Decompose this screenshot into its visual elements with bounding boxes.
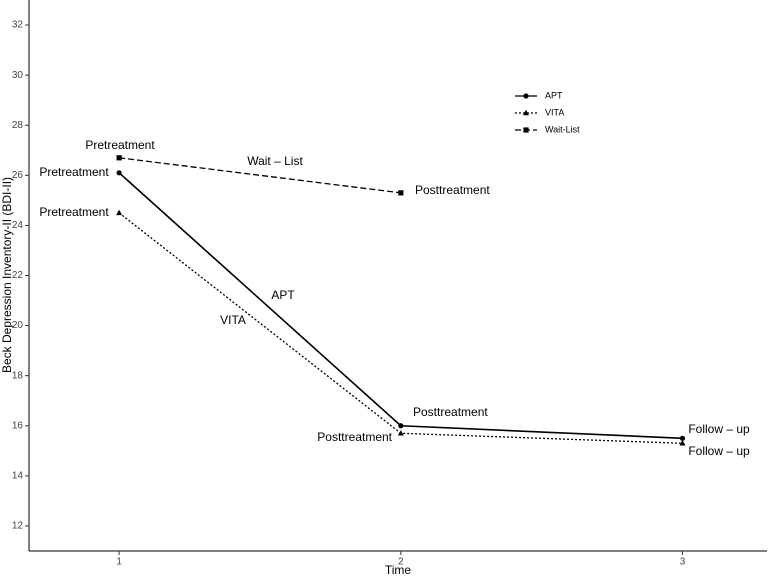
legend-marker — [523, 93, 529, 99]
y-tick-label: 28 — [12, 120, 24, 131]
annotation: Wait – List — [247, 154, 303, 168]
point — [679, 435, 686, 441]
point — [398, 423, 404, 429]
annotation: Posttreatment — [413, 405, 488, 419]
legend-label: APT — [545, 90, 563, 100]
x-tick-label: 2 — [398, 557, 404, 568]
annotation: Pretreatment — [39, 165, 109, 179]
y-tick-label: 14 — [12, 471, 24, 482]
y-tick-label: 20 — [12, 320, 24, 331]
legend-marker — [523, 109, 529, 116]
legend-marker — [523, 127, 529, 133]
series-line — [118, 172, 683, 440]
point — [116, 155, 122, 161]
y-tick-label: 18 — [12, 370, 24, 381]
annotation: VITA — [220, 313, 246, 327]
y-tick-label: 30 — [12, 70, 24, 81]
point — [116, 209, 123, 216]
series-line — [118, 212, 683, 444]
annotation: Pretreatment — [39, 205, 109, 219]
annotation: Pretreatment — [85, 138, 155, 152]
series-line — [119, 157, 401, 194]
point — [679, 440, 686, 446]
point — [116, 170, 122, 176]
y-tick-label: 16 — [12, 420, 24, 431]
legend-label: Wait-List — [545, 124, 580, 134]
annotation: Posttreatment — [415, 183, 490, 197]
x-tick-label: 1 — [116, 557, 122, 568]
y-tick-label: 24 — [12, 220, 24, 231]
x-axis-label: Time — [385, 563, 412, 576]
annotation: Follow – up — [688, 444, 750, 458]
y-tick-label: 22 — [12, 270, 24, 281]
y-axis-label: Beck Depression Inventory-II (BDI-II) — [0, 177, 14, 373]
annotation: Posttreatment — [317, 430, 392, 444]
legend-label: VITA — [545, 107, 564, 117]
annotation: APT — [271, 288, 295, 302]
annotation: Follow – up — [688, 422, 750, 436]
y-tick-label: 12 — [12, 521, 24, 532]
y-tick-label: 32 — [12, 20, 24, 31]
x-tick-label: 3 — [680, 557, 686, 568]
point — [397, 430, 404, 436]
point — [398, 190, 404, 196]
y-tick-label: 26 — [12, 170, 24, 181]
